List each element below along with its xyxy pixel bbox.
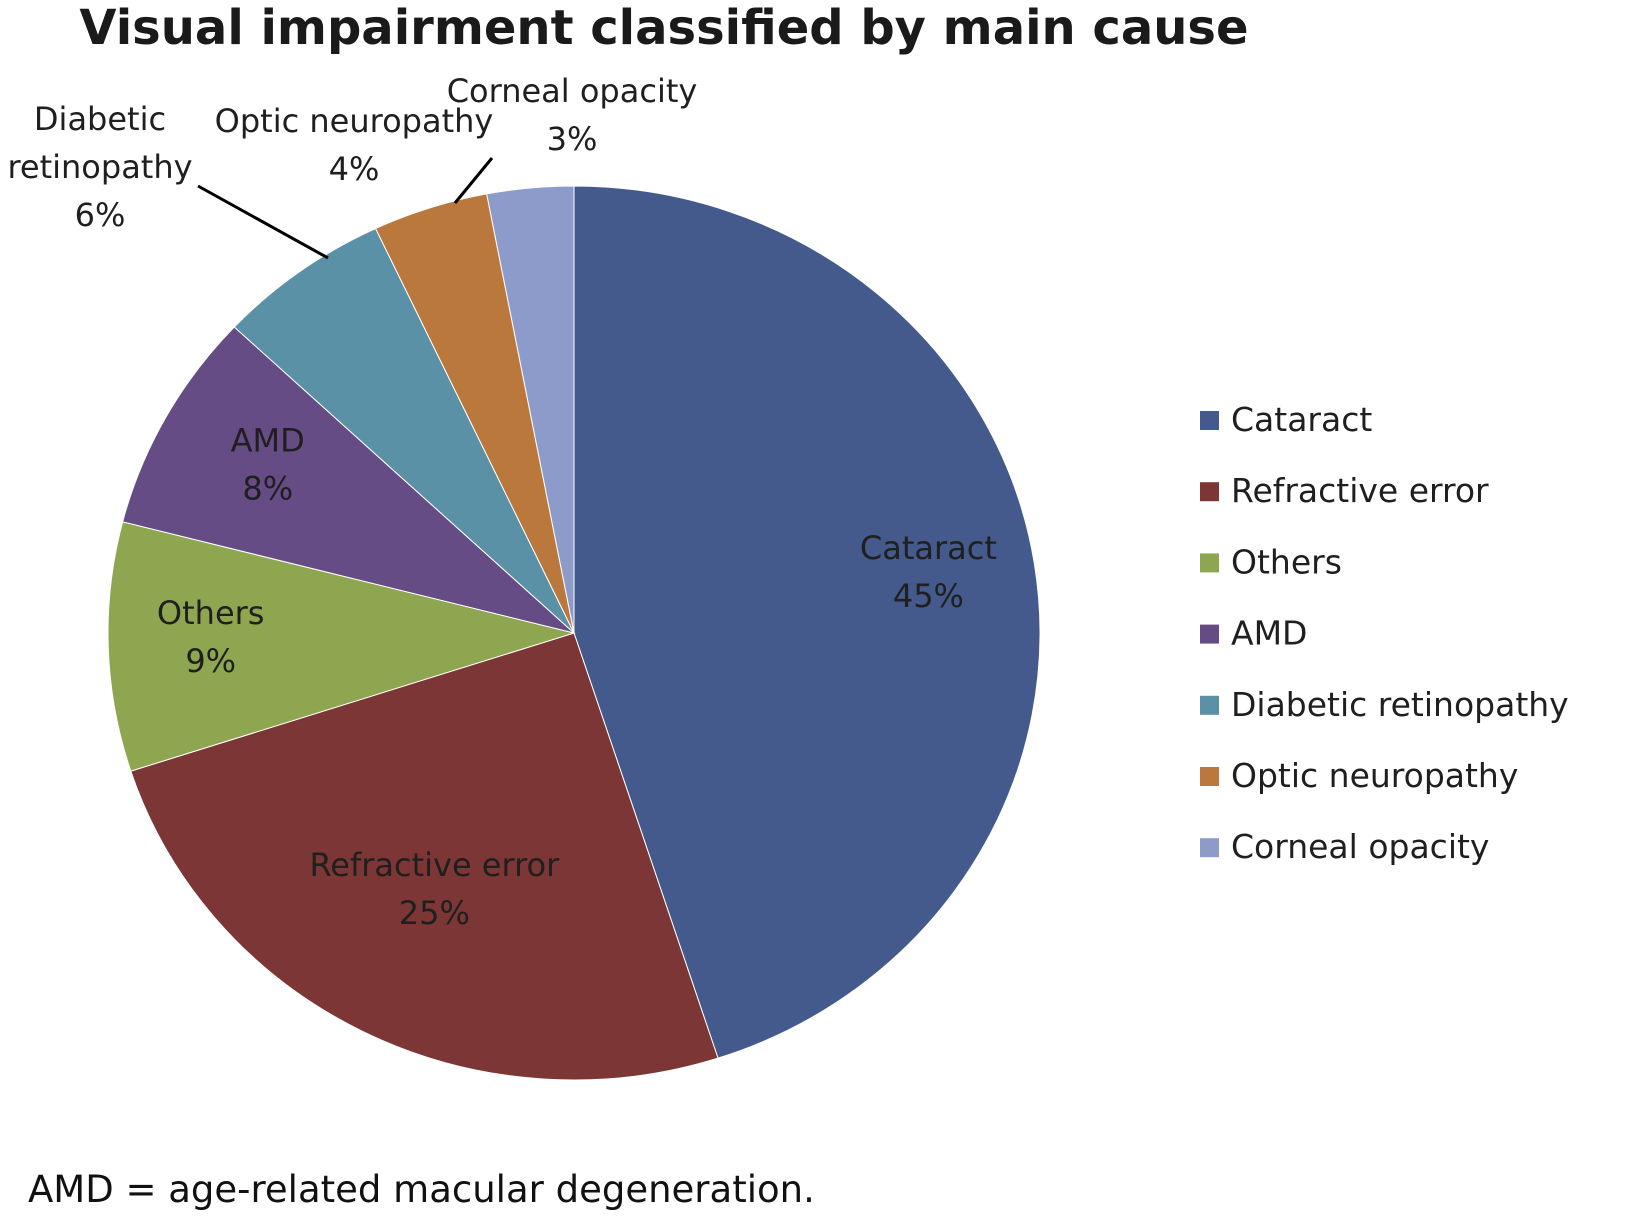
leader-line-optic-neuropathy (453, 157, 494, 204)
legend-item-amd: AMD (1200, 614, 1307, 653)
slice-label-refractive-error: Refractive error 25% (309, 846, 560, 932)
legend: Cataract Refractive error Others AMD Diabeti… (1200, 400, 1569, 866)
footnote: AMD = age-related macular degeneration. (28, 1168, 815, 1211)
legend-label-others: Others (1231, 542, 1342, 581)
legend-item-diabetic-retinopathy: Diabetic retinopathy (1200, 685, 1569, 724)
pie-slice-cataract (573, 185, 1041, 1059)
legend-swatch-amd (1200, 624, 1219, 644)
legend-label-refractive-error: Refractive error (1231, 471, 1489, 510)
legend-label-cataract: Cataract (1231, 400, 1372, 439)
legend-item-refractive-error: Refractive error (1200, 471, 1489, 510)
legend-item-cataract: Cataract (1200, 400, 1372, 439)
legend-swatch-corneal-opacity (1200, 838, 1219, 858)
pie-slice-diabetic-retinopathy (233, 227, 575, 634)
slice-label-diabetic-retinopathy: Diabetic retinopathy 6% (7, 100, 192, 234)
legend-label-amd: AMD (1231, 614, 1307, 653)
slice-label-others: Others 9% (157, 594, 265, 680)
pie-slice-amd (122, 326, 575, 634)
slice-label-cataract: Cataract 45% (860, 529, 997, 615)
legend-label-diabetic-retinopathy: Diabetic retinopathy (1231, 685, 1569, 724)
chart-title: Visual impairment classified by main cau… (79, 0, 1248, 56)
legend-swatch-cataract (1200, 411, 1219, 430)
slice-label-corneal-opacity: Corneal opacity 3% (447, 72, 698, 158)
legend-swatch-diabetic-retinopathy (1200, 695, 1219, 715)
slice-label-optic-neuropathy: Optic neuropathy 4% (215, 102, 494, 188)
legend-item-others: Others (1200, 542, 1342, 581)
legend-swatch-others (1200, 553, 1219, 573)
pie-slice-corneal-opacity (486, 185, 575, 634)
legend-item-corneal-opacity: Corneal opacity (1200, 827, 1489, 866)
leader-lines (197, 157, 494, 260)
leader-line-diabetic-retinopathy (197, 184, 329, 260)
slice-label-amd: AMD 8% (231, 421, 305, 507)
pie-slice-refractive-error (130, 632, 719, 1081)
slice-labels: Cataract 45% Refractive error 25% Others 9% AM… (7, 72, 996, 932)
legend-label-corneal-opacity: Corneal opacity (1231, 827, 1489, 866)
pie-slice-others (107, 521, 576, 772)
pie-slices (107, 185, 1041, 1081)
legend-item-optic-neuropathy: Optic neuropathy (1200, 756, 1518, 795)
legend-label-optic-neuropathy: Optic neuropathy (1231, 756, 1518, 795)
legend-swatch-refractive-error (1200, 482, 1219, 502)
legend-swatch-optic-neuropathy (1200, 767, 1219, 786)
